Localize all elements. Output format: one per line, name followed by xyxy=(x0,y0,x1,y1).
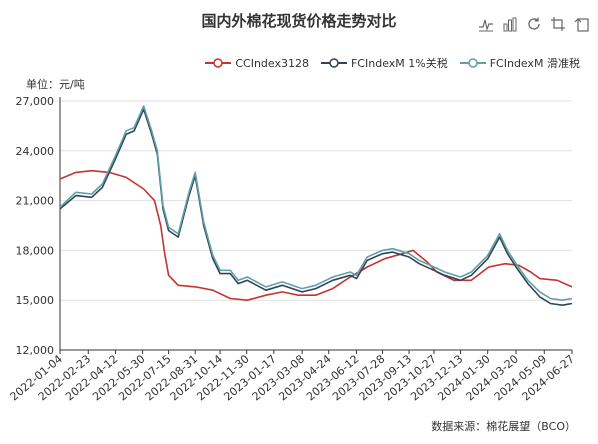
y-tick-label: 21,000 xyxy=(16,195,55,208)
legend-label-fcindex-sliding: FCIndexM 滑准税 xyxy=(489,57,580,70)
back-icon[interactable] xyxy=(574,16,590,32)
y-tick-label: 24,000 xyxy=(16,145,55,158)
y-tick-label: 15,000 xyxy=(16,294,55,307)
y-axis-unit-label: 单位：元/吨 xyxy=(26,78,85,91)
line-chart-icon[interactable] xyxy=(478,16,494,32)
legend-item-fcindex-sliding[interactable]: FCIndexM 滑准税 xyxy=(459,55,580,71)
bar-chart-icon[interactable] xyxy=(502,16,518,32)
legend-marker-ccindex xyxy=(205,58,232,68)
legend-item-ccindex[interactable]: CCIndex3128 xyxy=(205,55,309,71)
y-tick-label: 27,000 xyxy=(16,95,55,108)
series-line-fcindexm-sliding xyxy=(59,105,573,301)
zoom-icon[interactable] xyxy=(550,16,566,32)
legend-marker-fcindex-1pct xyxy=(320,58,347,68)
legend-label-fcindex-1pct: FCIndexM 1%关税 xyxy=(350,57,448,70)
chart-toolbar xyxy=(478,16,590,32)
legend-label-ccindex: CCIndex3128 xyxy=(235,56,309,70)
y-tick-label: 12,000 xyxy=(16,344,55,357)
series-line-fcindexm-1pct xyxy=(59,108,573,306)
y-tick-label: 18,000 xyxy=(16,244,55,257)
legend-item-fcindex-1pct[interactable]: FCIndexM 1%关税 xyxy=(320,55,448,71)
data-source: 数据来源：棉花展望（BCO） xyxy=(431,420,576,433)
chart-title: 国内外棉花现货价格走势对比 xyxy=(201,12,397,30)
chart-legend: CCIndex3128 FCIndexM 1%关税 FCIndexM 滑准税 xyxy=(205,55,580,71)
restore-icon[interactable] xyxy=(526,16,542,32)
series-line-ccindex3128 xyxy=(59,169,573,301)
legend-marker-fcindex-sliding xyxy=(459,58,486,68)
